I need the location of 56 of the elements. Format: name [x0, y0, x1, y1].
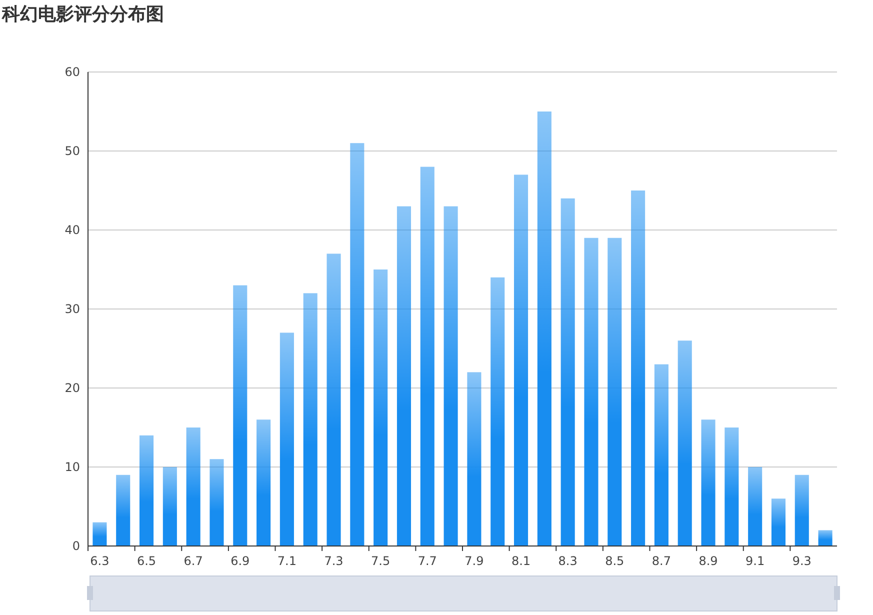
- x-tick-label: 7.5: [371, 554, 390, 568]
- bar: [256, 420, 271, 546]
- bar: [701, 420, 716, 546]
- x-tick-label: 8.3: [558, 554, 578, 568]
- bar: [467, 372, 482, 546]
- x-tick-label: 7.9: [464, 554, 484, 568]
- bar: [584, 238, 598, 546]
- bar: [162, 467, 177, 546]
- bar: [374, 270, 388, 546]
- x-tick-label: 6.5: [136, 554, 156, 568]
- bar: [420, 166, 434, 546]
- chart-title: 科幻电影评分分布图: [1, 4, 164, 25]
- bar: [537, 112, 552, 546]
- y-tick-label: 20: [64, 381, 80, 395]
- x-tick-label: 7.7: [418, 554, 437, 568]
- bar: [771, 498, 786, 546]
- bar: [560, 198, 575, 546]
- bar: [139, 435, 154, 546]
- x-tick-label: 9.1: [746, 554, 765, 568]
- bar: [748, 467, 762, 546]
- x-tick-label: 8.1: [511, 554, 531, 568]
- x-tick-label: 8.5: [605, 554, 624, 568]
- bar: [92, 522, 107, 546]
- x-tick-label: 6.3: [90, 554, 110, 568]
- x-tick-label: 6.9: [230, 554, 250, 568]
- bar: [280, 332, 294, 546]
- x-tick-label: 7.3: [324, 554, 344, 568]
- bar: [678, 340, 692, 546]
- bar: [490, 277, 505, 546]
- bar: [350, 143, 364, 546]
- bar: [396, 206, 412, 546]
- bar: [818, 530, 832, 546]
- bar: [654, 364, 668, 546]
- bar: [631, 190, 646, 546]
- y-tick-label: 30: [64, 302, 80, 316]
- bar: [233, 285, 248, 546]
- bar: [794, 474, 809, 546]
- x-tick-label: 9.3: [792, 554, 812, 568]
- y-tick-label: 40: [64, 223, 80, 237]
- bar: [608, 238, 622, 546]
- bar: [210, 459, 224, 546]
- x-tick-label: 6.7: [184, 554, 203, 568]
- y-tick-label: 50: [64, 144, 80, 158]
- x-tick-label: 8.9: [698, 554, 718, 568]
- bar: [116, 474, 130, 546]
- bar: [303, 293, 318, 546]
- x-tick-label: 8.7: [652, 554, 671, 568]
- bar: [186, 428, 200, 546]
- y-tick-label: 60: [64, 65, 80, 79]
- bar: [326, 254, 341, 546]
- bar: [724, 428, 739, 546]
- x-tick-label: 7.1: [277, 554, 296, 568]
- bar: [514, 174, 528, 546]
- y-tick-label: 0: [72, 539, 80, 553]
- y-tick-label: 10: [64, 460, 80, 474]
- bar: [444, 206, 458, 546]
